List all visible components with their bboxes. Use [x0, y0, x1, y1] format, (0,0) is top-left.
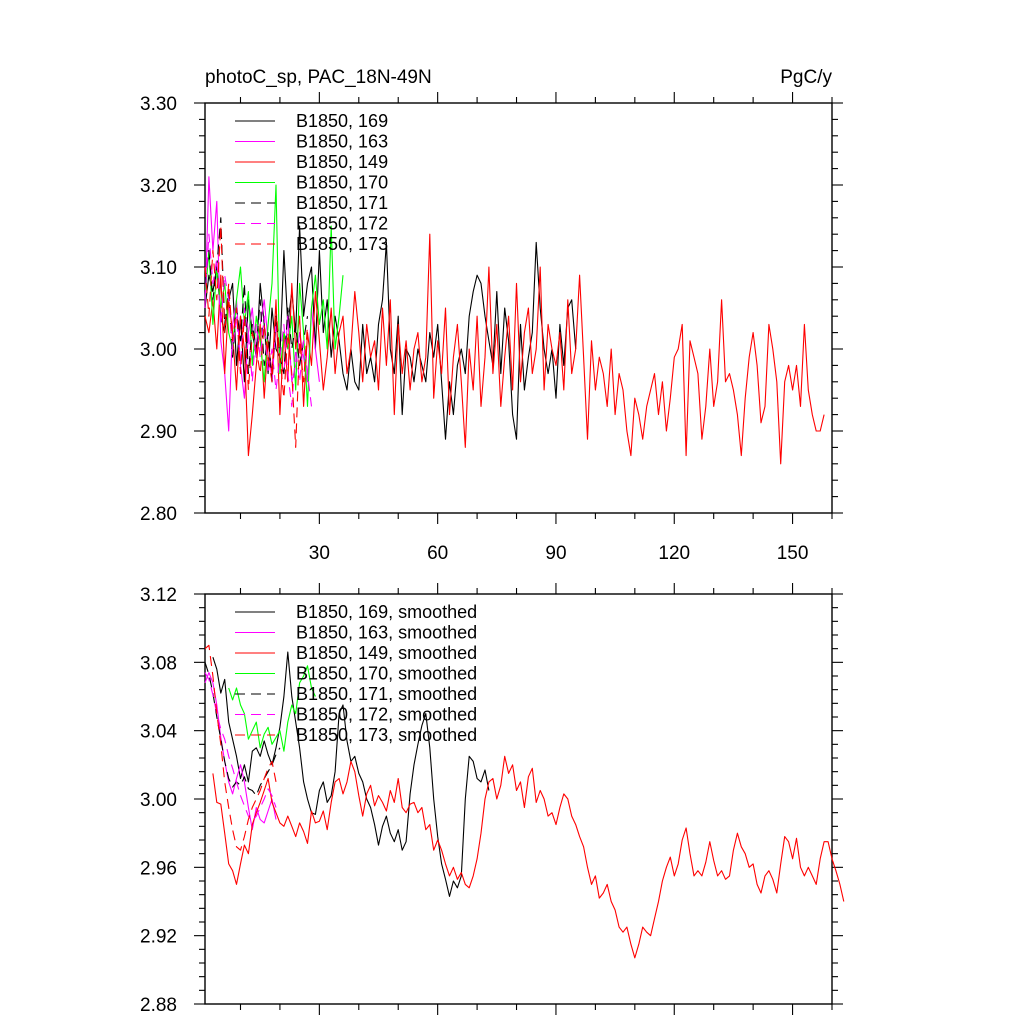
series-line — [204, 233, 825, 465]
y-tick-label: 3.10 — [140, 258, 177, 279]
y-tick-label: 3.08 — [140, 653, 177, 674]
x-tick-label: 30 — [309, 543, 330, 564]
legend-entry: B1850, 170 — [296, 173, 388, 193]
series-line — [204, 225, 309, 448]
y-tick-label: 2.88 — [140, 995, 177, 1016]
series-line — [204, 662, 281, 797]
y-tick-label: 3.30 — [140, 94, 177, 115]
y-tick-label: 3.12 — [140, 585, 177, 606]
legend-entry: B1850, 171 — [296, 193, 388, 213]
y-tick-label: 3.04 — [140, 722, 177, 743]
legend-entry: B1850, 173 — [296, 234, 388, 254]
units-label: PgC/y — [780, 67, 832, 88]
x-tick-label: 120 — [658, 543, 690, 564]
legend-entry: B1850, 169 — [296, 111, 388, 131]
series-line — [204, 233, 313, 407]
legend-entry: B1850, 149, smoothed — [296, 643, 477, 663]
x-tick-label: 60 — [427, 543, 448, 564]
series-line — [204, 672, 277, 822]
legend-entry: B1850, 173, smoothed — [296, 725, 477, 745]
y-tick-label: 2.90 — [140, 422, 177, 443]
legend-entry: B1850, 163 — [296, 132, 388, 152]
series-line — [204, 644, 277, 851]
legend-entry: B1850, 171, smoothed — [296, 684, 477, 704]
y-tick-label: 2.92 — [140, 927, 177, 948]
top-panel: 2.80 2.90 3.00 3.10 3.20 3.30 30 60 90 120 150 phot… — [140, 67, 843, 564]
bottom-panel: 2.88 2.92 2.96 3.00 3.04 3.08 3.12 B1850, 169, … — [140, 583, 845, 1016]
legend-entry: B1850, 169, smoothed — [296, 602, 477, 622]
y-tick-label: 2.96 — [140, 858, 177, 879]
legend-entry: B1850, 163, smoothed — [296, 623, 477, 643]
y-tick-label: 2.80 — [140, 504, 177, 525]
series-line — [204, 184, 344, 407]
legend-entry: B1850, 170, smoothed — [296, 664, 477, 684]
x-tick-label: 150 — [777, 543, 809, 564]
series-line — [204, 672, 277, 831]
y-tick-label: 3.20 — [140, 176, 177, 197]
y-tick-label: 3.00 — [140, 790, 177, 811]
legend-entry: B1850, 172 — [296, 214, 388, 234]
chart-title: photoC_sp, PAC_18N-49N — [205, 67, 432, 88]
legend-entry: B1850, 149 — [296, 152, 388, 172]
series-line — [212, 755, 845, 959]
y-tick-label: 3.00 — [140, 340, 177, 361]
series-line — [228, 665, 316, 752]
legend-entry: B1850, 172, smoothed — [296, 705, 477, 725]
x-tick-label: 90 — [545, 543, 566, 564]
